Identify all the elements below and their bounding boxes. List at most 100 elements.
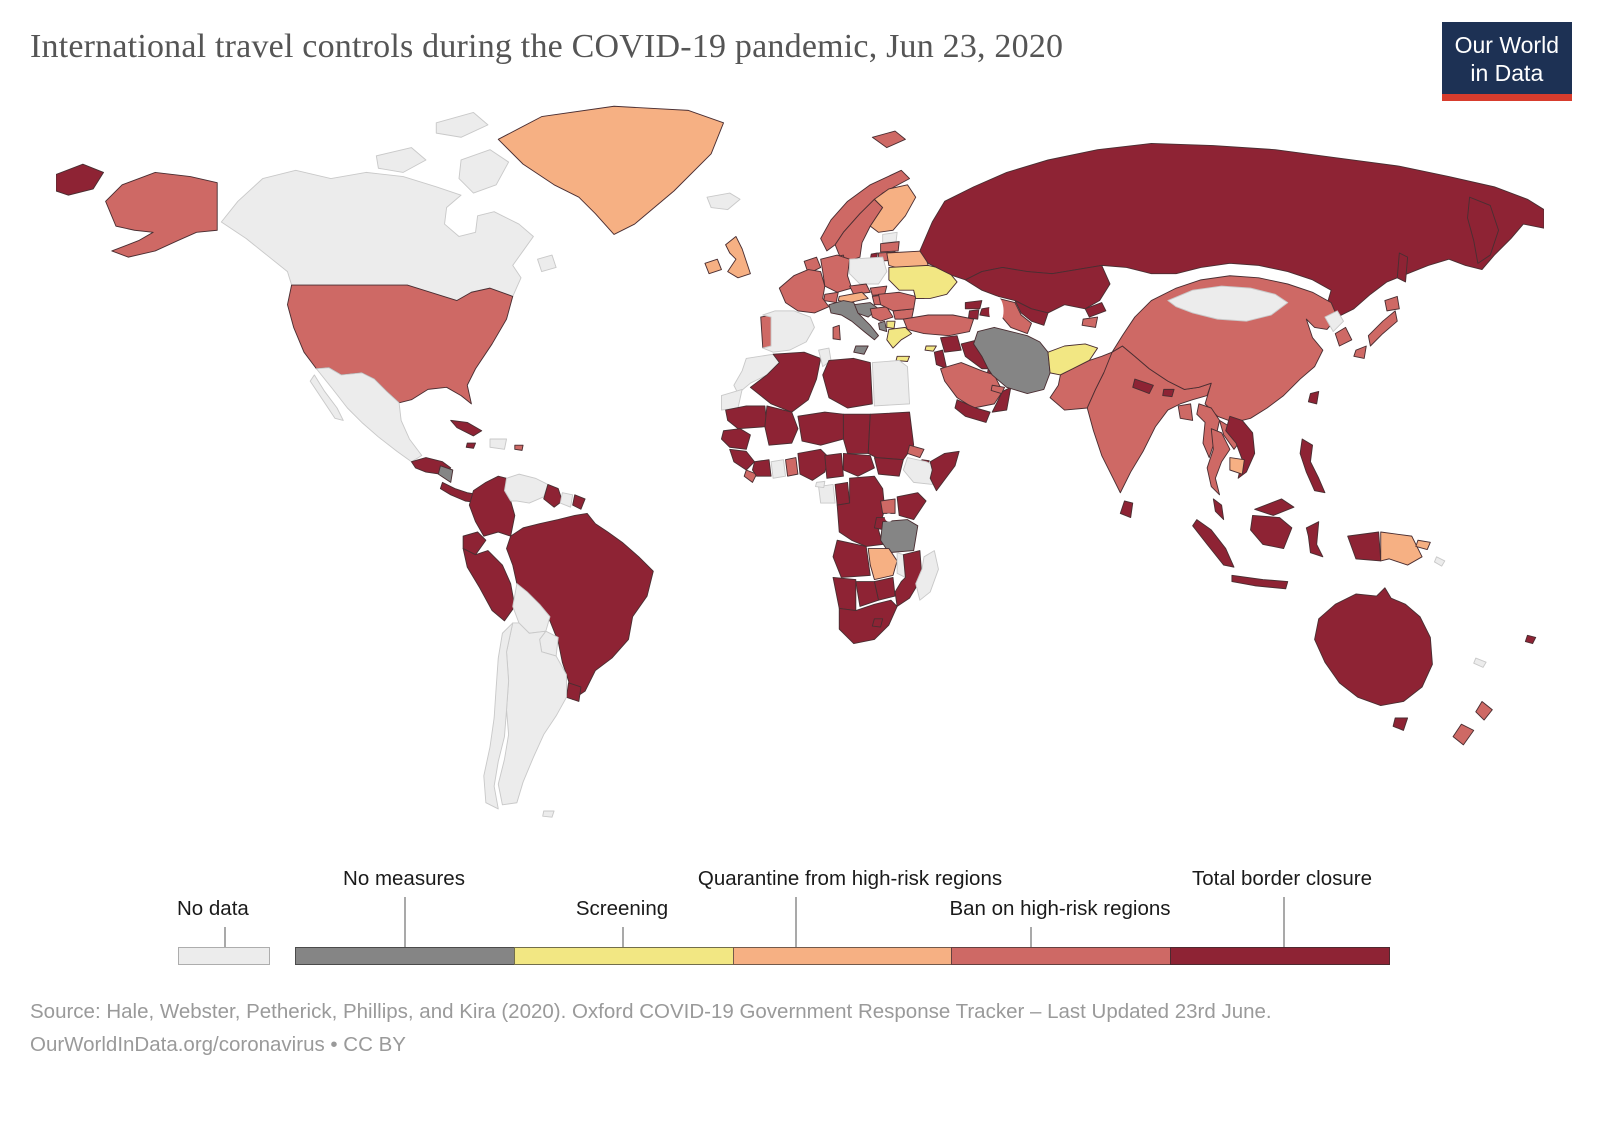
country-japan-hokkaido[interactable] <box>1384 295 1400 312</box>
country-canada-baffin[interactable] <box>458 149 510 194</box>
legend-swatch-no-data[interactable] <box>178 947 270 966</box>
legend-segment-screening[interactable] <box>513 947 734 966</box>
country-somalia[interactable] <box>929 450 960 492</box>
country-kyrgyzstan[interactable] <box>1084 302 1107 318</box>
country-indonesia-sulawesi[interactable] <box>1305 521 1324 558</box>
country-russia-chukotka[interactable] <box>56 163 105 196</box>
country-nz-south[interactable] <box>1452 723 1475 746</box>
country-switzerland[interactable] <box>823 291 839 304</box>
country-germany[interactable] <box>820 254 853 293</box>
country-libya[interactable] <box>822 357 873 409</box>
country-solomon-islands[interactable] <box>1433 556 1446 567</box>
country-syria[interactable] <box>940 335 962 353</box>
country-bangladesh[interactable] <box>1177 403 1194 421</box>
country-armenia[interactable] <box>967 309 980 320</box>
country-egypt[interactable] <box>871 359 910 407</box>
country-colombia[interactable] <box>468 475 516 537</box>
country-usa-alaska[interactable] <box>105 171 218 258</box>
country-australia-tasmania[interactable] <box>1392 717 1409 731</box>
country-north-macedonia[interactable] <box>886 320 896 329</box>
country-indonesia-java[interactable] <box>1231 574 1289 590</box>
country-greenland[interactable] <box>497 105 724 235</box>
country-mexico[interactable] <box>315 367 423 463</box>
country-iran[interactable] <box>973 326 1051 394</box>
country-guinea[interactable] <box>729 448 755 471</box>
country-yemen[interactable] <box>954 399 991 423</box>
country-iceland[interactable] <box>706 192 741 211</box>
country-canada-newfoundland[interactable] <box>537 254 557 273</box>
country-israel-jordan[interactable] <box>933 349 948 370</box>
country-malaysia-borneo[interactable] <box>1254 498 1295 516</box>
legend-segment-ban-on-high-risk-regions[interactable] <box>951 947 1172 966</box>
country-indonesia-kalimantan[interactable] <box>1250 514 1293 549</box>
country-jamaica[interactable] <box>465 442 477 449</box>
country-poland[interactable] <box>849 256 888 285</box>
country-canada-ellesmere[interactable] <box>435 112 489 138</box>
country-congo[interactable] <box>834 481 851 506</box>
country-romania[interactable] <box>878 291 917 312</box>
country-norway-svalbard[interactable] <box>871 130 906 149</box>
country-ghana[interactable] <box>770 459 786 479</box>
country-myanmar[interactable] <box>1196 403 1220 459</box>
country-greece[interactable] <box>886 326 913 349</box>
country-madagascar[interactable] <box>915 550 939 601</box>
country-nz-north[interactable] <box>1475 700 1493 721</box>
country-niger[interactable] <box>797 411 844 446</box>
country-south-sudan[interactable] <box>873 457 904 477</box>
country-italy-sicily[interactable] <box>853 345 869 355</box>
country-zambia[interactable] <box>867 548 898 580</box>
country-france-corsica-sardinia[interactable] <box>832 324 841 341</box>
country-senegal[interactable] <box>721 428 751 450</box>
country-eritrea[interactable] <box>907 444 925 459</box>
country-estonia[interactable] <box>882 231 898 244</box>
country-latvia[interactable] <box>880 241 900 253</box>
country-hispaniola[interactable] <box>489 438 508 450</box>
country-cote-divoire[interactable] <box>752 459 772 477</box>
country-mexico-baja[interactable] <box>309 374 344 421</box>
country-gabon[interactable] <box>818 483 836 504</box>
country-liberia[interactable] <box>743 469 758 483</box>
country-indonesia-sumatra[interactable] <box>1192 519 1235 568</box>
country-tanzania[interactable] <box>880 519 919 554</box>
country-new-caledonia[interactable] <box>1473 657 1487 668</box>
country-albania[interactable] <box>878 320 888 332</box>
country-south-africa[interactable] <box>838 599 898 645</box>
country-australia[interactable] <box>1314 587 1433 707</box>
country-fiji[interactable] <box>1524 634 1537 645</box>
legend-segment-no-measures[interactable] <box>295 947 515 966</box>
country-car[interactable] <box>842 452 875 477</box>
country-ireland[interactable] <box>704 258 722 275</box>
country-venezuela[interactable] <box>504 473 549 504</box>
country-ecuador[interactable] <box>462 531 487 556</box>
country-south-korea[interactable] <box>1334 326 1353 347</box>
country-french-guiana[interactable] <box>572 494 586 510</box>
country-png-new-britain[interactable] <box>1415 539 1431 551</box>
country-uae-qatar[interactable] <box>990 384 1006 394</box>
country-chad[interactable] <box>842 413 871 454</box>
country-taiwan[interactable] <box>1307 390 1320 405</box>
country-japan-honshu[interactable] <box>1367 310 1398 347</box>
country-lesotho[interactable] <box>871 618 884 628</box>
country-saudi-arabia[interactable] <box>940 362 1003 409</box>
country-botswana[interactable] <box>855 581 879 607</box>
country-czechia[interactable] <box>849 283 871 295</box>
source-link[interactable]: OurWorldInData.org/coronavirus <box>30 1033 325 1057</box>
country-cuba[interactable] <box>450 419 483 437</box>
country-dr-congo[interactable] <box>836 475 886 547</box>
country-north-korea[interactable] <box>1324 310 1344 332</box>
country-uganda[interactable] <box>880 498 896 514</box>
country-papua-new-guinea[interactable] <box>1380 531 1423 566</box>
country-uk[interactable] <box>725 236 751 279</box>
country-canada[interactable] <box>220 169 534 301</box>
country-austria[interactable] <box>837 291 869 304</box>
country-guyana[interactable] <box>543 483 563 508</box>
country-togo-benin[interactable] <box>785 457 799 477</box>
country-bhutan[interactable] <box>1162 388 1175 398</box>
country-suriname[interactable] <box>559 492 574 508</box>
country-turkey[interactable] <box>902 314 975 337</box>
country-argentina[interactable] <box>497 622 567 806</box>
country-thailand[interactable] <box>1206 428 1231 496</box>
country-canada-victoria-island[interactable] <box>375 147 427 173</box>
country-cameroon[interactable] <box>824 452 844 479</box>
country-namibia[interactable] <box>832 576 857 611</box>
